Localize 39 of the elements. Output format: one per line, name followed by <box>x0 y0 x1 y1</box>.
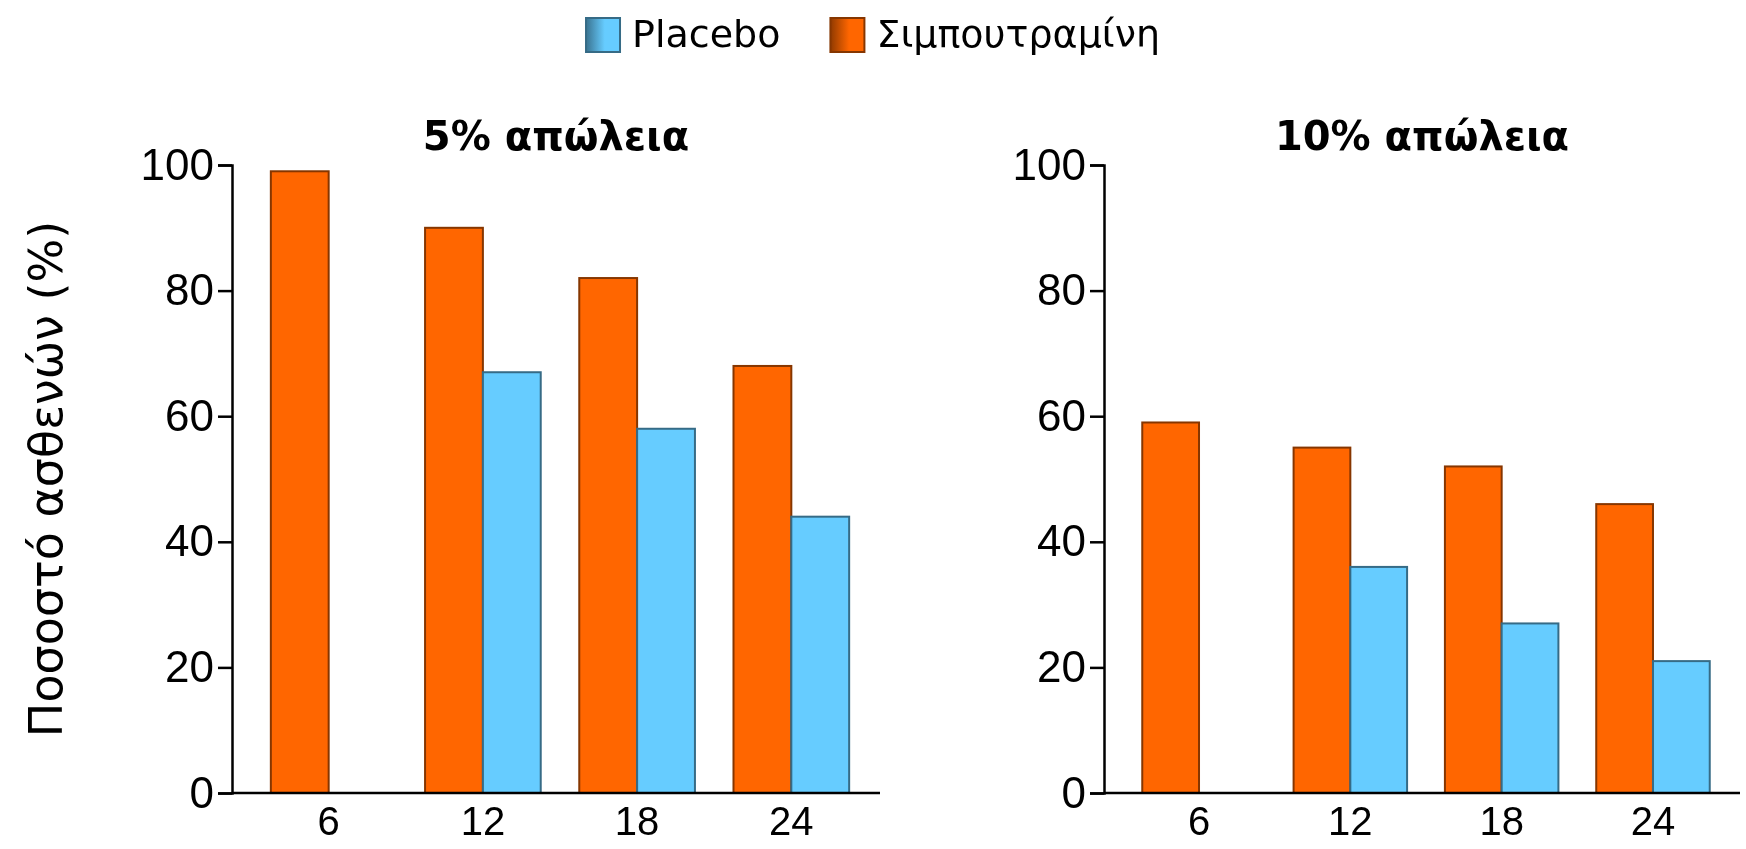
x-tick-label: 18 <box>1479 799 1524 844</box>
y-tick-label: 60 <box>165 390 214 440</box>
bar <box>732 364 793 794</box>
bar <box>1443 465 1503 794</box>
x-tick-label: 12 <box>460 799 506 844</box>
y-tick-label: 40 <box>1037 516 1086 566</box>
bar <box>424 226 484 794</box>
x-tick-label: 24 <box>769 799 814 844</box>
y-axis-title: Ποσοστό ασθενών (%) <box>19 220 73 738</box>
bar <box>1500 622 1560 794</box>
x-tick-label: 6 <box>317 799 340 844</box>
bar <box>481 371 542 794</box>
x-tick-label: 6 <box>1187 799 1211 844</box>
bar <box>1595 503 1654 794</box>
legend-label: Σιμπουτραμίνη <box>876 12 1160 56</box>
x-tick-label: 12 <box>1328 799 1373 844</box>
y-tick-label: 80 <box>1037 265 1086 315</box>
chart-title: 10% απώλεια <box>1274 113 1570 159</box>
bar <box>1292 446 1352 794</box>
x-tick-label: 18 <box>614 799 660 844</box>
legend-label: Placebo <box>632 12 781 56</box>
y-tick-label: 40 <box>165 516 214 566</box>
y-tick-label: 0 <box>1061 767 1086 817</box>
y-tick-label: 20 <box>165 641 214 691</box>
x-tick-label: 24 <box>1630 799 1676 844</box>
bar <box>636 427 696 794</box>
bar <box>1141 421 1201 794</box>
y-tick-label: 60 <box>1037 390 1086 440</box>
y-tick-label: 80 <box>165 265 214 315</box>
bar <box>790 515 851 794</box>
y-tick-label: 100 <box>1012 139 1086 189</box>
y-tick-label: 20 <box>1037 641 1086 691</box>
chart-title: 5% απώλεια <box>422 113 690 159</box>
y-tick-label: 100 <box>140 139 214 189</box>
y-tick-label: 0 <box>189 767 214 817</box>
bar <box>269 170 330 794</box>
bar <box>1651 660 1711 794</box>
bar <box>1349 565 1409 794</box>
bar <box>578 277 639 794</box>
